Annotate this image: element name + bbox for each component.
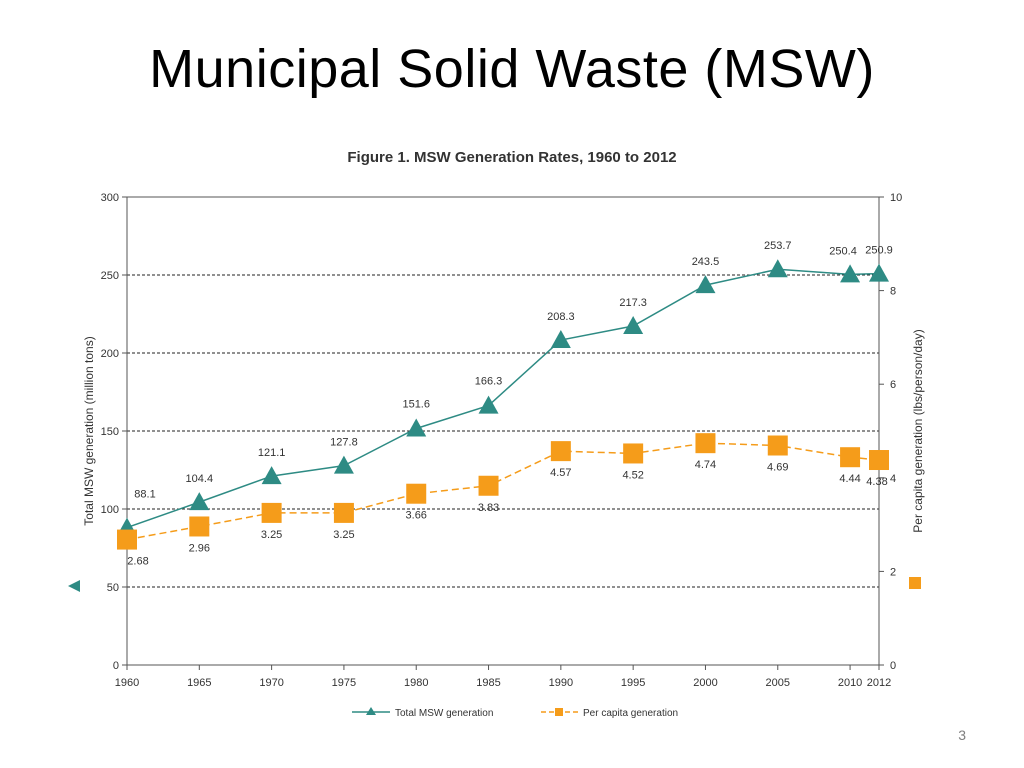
per-capita-data-label: 3.66 bbox=[406, 510, 427, 522]
per-capita-data-label: 2.96 bbox=[189, 542, 210, 554]
per-capita-marker bbox=[406, 483, 427, 504]
x-tick-label: 2005 bbox=[766, 677, 790, 689]
x-tick-label: 2010 bbox=[838, 677, 862, 689]
legend-square-icon bbox=[555, 708, 563, 716]
per-capita-marker bbox=[261, 502, 282, 523]
x-tick-label: 1985 bbox=[476, 677, 500, 689]
per-capita-data-label: 4.74 bbox=[695, 459, 716, 471]
per-capita-marker bbox=[550, 441, 571, 462]
x-tick-label: 2000 bbox=[693, 677, 717, 689]
total-msw-marker bbox=[695, 275, 716, 294]
right-tick-label: 2 bbox=[890, 566, 896, 578]
total-msw-data-label: 217.3 bbox=[619, 297, 647, 309]
right-axis-square-icon bbox=[909, 577, 921, 589]
per-capita-data-label: 4.57 bbox=[550, 467, 571, 479]
slide-title: Municipal Solid Waste (MSW) bbox=[149, 39, 875, 99]
per-capita-data-label: 3.83 bbox=[478, 502, 499, 514]
total-msw-data-label: 151.6 bbox=[402, 399, 430, 411]
total-msw-marker bbox=[261, 466, 282, 485]
per-capita-data-label: 4.69 bbox=[767, 462, 788, 474]
total-msw-marker bbox=[550, 330, 571, 349]
legend-triangle-icon bbox=[366, 707, 376, 715]
right-tick-label: 4 bbox=[890, 473, 896, 485]
left-tick-label: 300 bbox=[101, 192, 119, 204]
grid-lines bbox=[127, 274, 879, 588]
per-capita-marker bbox=[869, 450, 889, 471]
total-msw-data-label: 127.8 bbox=[330, 437, 358, 449]
per-capita-marker bbox=[333, 502, 354, 523]
x-tick-label: 1980 bbox=[404, 677, 428, 689]
per-capita-marker bbox=[695, 433, 716, 454]
per-capita-data-label: 3.25 bbox=[333, 529, 354, 541]
per-capita-marker bbox=[767, 435, 788, 456]
per-capita-marker bbox=[840, 447, 861, 468]
page-number: 3 bbox=[958, 727, 966, 743]
per-capita-data-label: 4.52 bbox=[622, 469, 643, 481]
y-axis-right-label: Per capita generation (lbs/person/day) bbox=[911, 329, 925, 532]
legend-total-msw-label: Total MSW generation bbox=[395, 708, 493, 719]
per-capita-marker bbox=[117, 529, 137, 550]
left-tick-label: 100 bbox=[101, 504, 119, 516]
right-tick-label: 0 bbox=[890, 660, 896, 672]
left-tick-label: 200 bbox=[101, 348, 119, 360]
right-axis-ticks: 0 2 4 6 8 10 bbox=[879, 192, 902, 672]
total-msw-marker bbox=[767, 259, 788, 278]
right-tick-label: 8 bbox=[890, 286, 896, 298]
total-msw-marker bbox=[478, 395, 499, 414]
chart-title: Figure 1. MSW Generation Rates, 1960 to … bbox=[347, 149, 676, 166]
total-msw-data-label: 250.9 bbox=[865, 245, 893, 257]
per-capita-data-label: 3.25 bbox=[261, 529, 282, 541]
x-axis-ticks: 1960 1965 1970 1975 1980 1985 1990 1995 2000 2005… bbox=[115, 665, 891, 689]
y-axis-left-label: Total MSW generation (million tons) bbox=[82, 336, 96, 525]
left-axis-triangle-icon bbox=[68, 580, 80, 592]
data-labels: 88.1 104.4 121.1 127.8 151.6 166.3 208.3 217.3 2… bbox=[127, 240, 892, 567]
per-capita-line bbox=[126, 442, 880, 541]
total-msw-data-label: 253.7 bbox=[764, 240, 792, 252]
left-tick-label: 250 bbox=[101, 270, 119, 282]
total-msw-marker bbox=[869, 263, 889, 282]
total-msw-marker bbox=[623, 316, 644, 335]
total-msw-data-label: 104.4 bbox=[186, 473, 214, 485]
total-msw-marker bbox=[333, 455, 354, 474]
x-tick-label: 1960 bbox=[115, 677, 139, 689]
legend-per-capita-label: Per capita generation bbox=[583, 708, 678, 719]
x-tick-label: 1990 bbox=[549, 677, 573, 689]
per-capita-marker bbox=[478, 475, 499, 496]
total-msw-marker bbox=[406, 418, 427, 437]
right-tick-label: 10 bbox=[890, 192, 902, 204]
per-capita-data-label: 4.44 bbox=[839, 473, 860, 485]
total-msw-data-label: 250.4 bbox=[829, 245, 857, 257]
x-tick-label: 2012 bbox=[867, 677, 891, 689]
x-tick-label: 1995 bbox=[621, 677, 645, 689]
series-lines bbox=[126, 268, 880, 541]
total-msw-data-label: 88.1 bbox=[134, 489, 155, 501]
per-capita-marker bbox=[189, 516, 210, 537]
x-tick-label: 1965 bbox=[187, 677, 211, 689]
left-tick-label: 0 bbox=[113, 660, 119, 672]
x-tick-label: 1970 bbox=[259, 677, 283, 689]
left-axis-ticks: 0 50 100 150 200 250 300 bbox=[101, 192, 127, 672]
legend: Total MSW generation Per capita generatio… bbox=[352, 707, 678, 719]
total-msw-line bbox=[126, 268, 880, 529]
total-msw-data-label: 208.3 bbox=[547, 311, 575, 323]
right-tick-label: 6 bbox=[890, 379, 896, 391]
total-msw-data-label: 121.1 bbox=[258, 447, 286, 459]
left-tick-label: 150 bbox=[101, 426, 119, 438]
x-tick-label: 1975 bbox=[332, 677, 356, 689]
per-capita-data-label: 2.68 bbox=[127, 556, 148, 568]
total-msw-marker bbox=[840, 264, 861, 283]
per-capita-data-label: 4.38 bbox=[866, 476, 887, 488]
total-msw-data-label: 166.3 bbox=[475, 376, 503, 388]
total-msw-data-label: 243.5 bbox=[692, 256, 720, 268]
series-markers bbox=[117, 259, 889, 550]
per-capita-marker bbox=[623, 443, 644, 464]
total-msw-marker bbox=[189, 492, 210, 511]
left-tick-label: 50 bbox=[107, 582, 119, 594]
